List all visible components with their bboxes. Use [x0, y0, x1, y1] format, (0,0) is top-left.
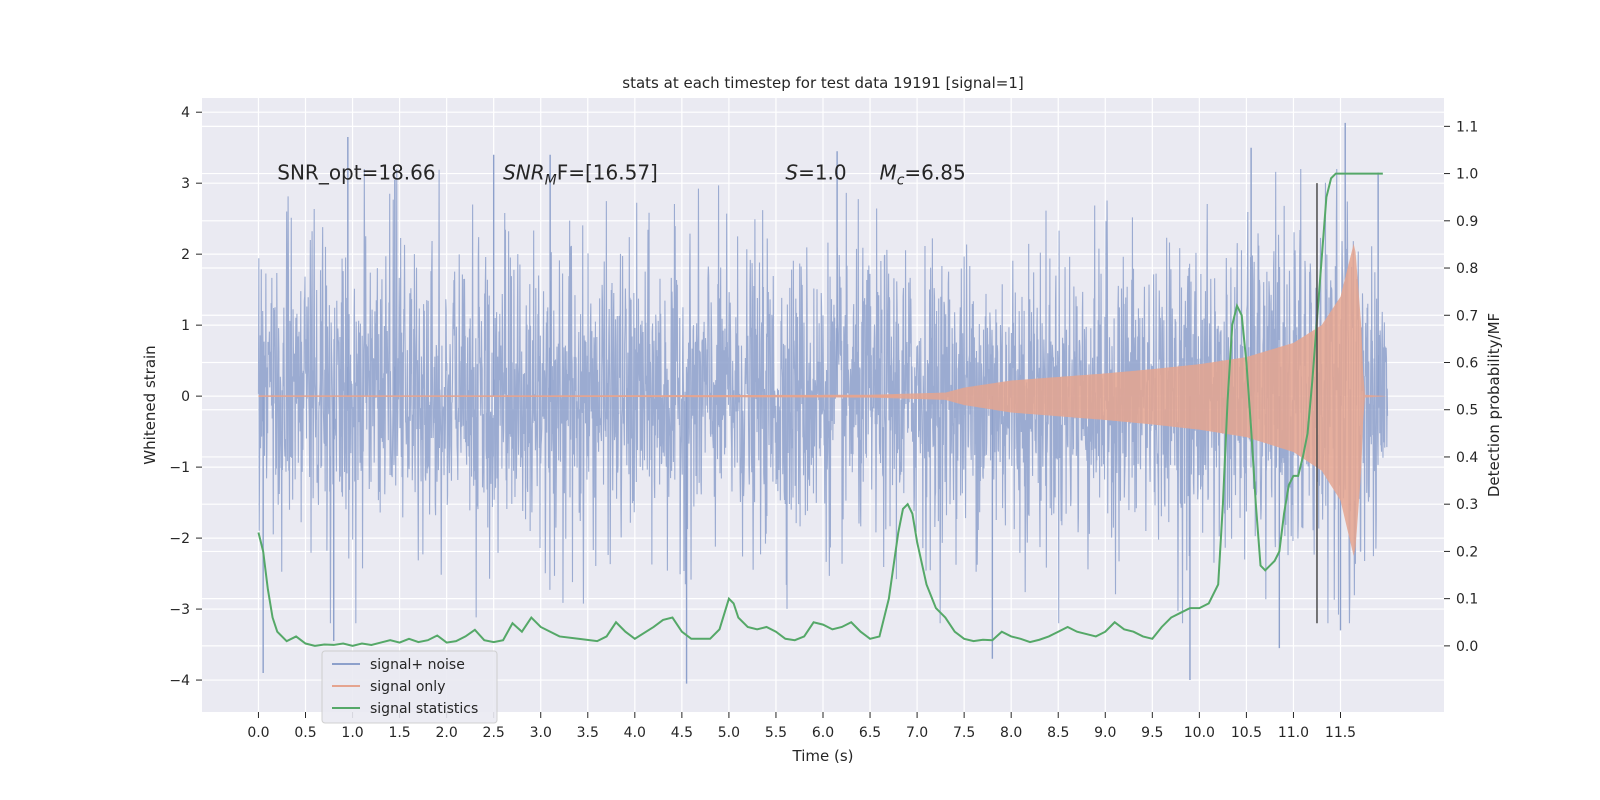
- mc-sub: c: [897, 173, 905, 189]
- x-tick-label: 0.5: [294, 725, 316, 741]
- y2-tick-label: 0.9: [1456, 214, 1478, 230]
- x-tick-labels: 0.0 0.5 1.0 1.5 2.0 2.5 3.0 3.5 4.0 4.5 5.0 5.5 6.0 6…: [247, 712, 1356, 741]
- y-tick-label: 3: [181, 176, 190, 192]
- x-tick-label: 10.0: [1184, 725, 1215, 741]
- x-tick-label: 6.5: [859, 725, 881, 741]
- y-tick-label: 2: [181, 247, 190, 263]
- signal-only-series: [258, 243, 1388, 557]
- legend: signal+ noise signal only signal statist…: [321, 650, 498, 724]
- x-tick-label: 9.0: [1094, 725, 1116, 741]
- snr-mf-main: SNR: [503, 161, 545, 185]
- y-tick-label: 0: [181, 389, 190, 405]
- legend-label-signal-statistics: signal statistics: [370, 701, 478, 717]
- snr-mf-annotation: SNRMF=[16.57]: [503, 161, 658, 189]
- legend-label-signal-only: signal only: [370, 679, 445, 695]
- y2-tick-label: 0.8: [1456, 261, 1478, 277]
- y2-tick-label: 1.0: [1456, 167, 1478, 183]
- x-tick-label: 8.5: [1047, 725, 1069, 741]
- y2-tick-label: 0.0: [1456, 639, 1478, 655]
- x-tick-label: 10.5: [1231, 725, 1262, 741]
- annotations: SNR_opt=18.66 SNRMF=[16.57] S=1.0 Mc=6.8…: [277, 161, 965, 189]
- y-tick-label: 4: [181, 105, 190, 121]
- y2-tick-label: 0.5: [1456, 403, 1478, 419]
- x-tick-label: 4.0: [624, 725, 646, 741]
- chart-title: stats at each timestep for test data 191…: [622, 74, 1023, 92]
- y-tick-label: 1: [181, 318, 190, 334]
- mc-main: M: [879, 161, 896, 185]
- x-tick-label: 1.0: [341, 725, 363, 741]
- x-tick-label: 5.5: [765, 725, 787, 741]
- x-tick-label: 8.0: [1000, 725, 1022, 741]
- y-tick-labels: −4 −3 −2 −1 0 1 2 3 4: [169, 105, 202, 689]
- mc-annotation: Mc=6.85: [879, 161, 965, 189]
- x-tick-label: 3.0: [530, 725, 552, 741]
- s-annotation: S=1.0: [785, 161, 846, 185]
- x-tick-label: 11.5: [1325, 725, 1356, 741]
- y2-axis-label: Detection probability/MF: [1485, 313, 1503, 497]
- y2-tick-label: 0.4: [1456, 450, 1478, 466]
- signal-only-envelope: [258, 243, 1388, 557]
- y2-tick-labels: 0.0 0.1 0.2 0.3 0.4 0.5 0.6 0.7 0.8 0.9 1.0 1.1: [1444, 119, 1478, 655]
- y2-tick-label: 0.1: [1456, 592, 1478, 608]
- signal-statistics-series: [257, 172, 1383, 647]
- x-tick-label: 2.5: [483, 725, 505, 741]
- s-main: S: [785, 161, 798, 185]
- y-axis-label: Whitened strain: [141, 345, 159, 464]
- x-tick-label: 0.0: [247, 725, 269, 741]
- y-tick-label: −2: [169, 531, 190, 547]
- y2-tick-label: 1.1: [1456, 119, 1478, 135]
- y2-tick-label: 0.7: [1456, 308, 1478, 324]
- y-tick-label: −4: [169, 673, 190, 689]
- s-rest: =1.0: [798, 161, 847, 185]
- x-tick-label: 5.0: [718, 725, 740, 741]
- x-tick-label: 11.0: [1278, 725, 1309, 741]
- x-axis-label: Time (s): [792, 747, 854, 765]
- x-tick-label: 7.0: [906, 725, 928, 741]
- mc-rest: =6.85: [904, 161, 965, 185]
- signal-statistics-line: [257, 172, 1383, 647]
- x-tick-label: 4.5: [671, 725, 693, 741]
- x-tick-label: 1.5: [388, 725, 410, 741]
- snr-opt-annotation: SNR_opt=18.66: [277, 161, 435, 185]
- x-tick-label: 3.5: [577, 725, 599, 741]
- y2-tick-label: 0.3: [1456, 497, 1478, 513]
- x-tick-label: 7.5: [953, 725, 975, 741]
- legend-label-signal-noise: signal+ noise: [370, 657, 465, 673]
- y2-tick-label: 0.6: [1456, 355, 1478, 371]
- y-tick-label: −1: [169, 460, 190, 476]
- x-tick-label: 6.0: [812, 725, 834, 741]
- legend-box: [321, 650, 498, 724]
- y2-tick-label: 0.2: [1456, 544, 1478, 560]
- x-tick-label: 9.5: [1141, 725, 1163, 741]
- x-tick-label: 2.0: [436, 725, 458, 741]
- snr-mf-sub: M: [545, 173, 557, 189]
- snr-mf-rest: F=[16.57]: [557, 161, 658, 185]
- y-tick-label: −3: [169, 602, 190, 618]
